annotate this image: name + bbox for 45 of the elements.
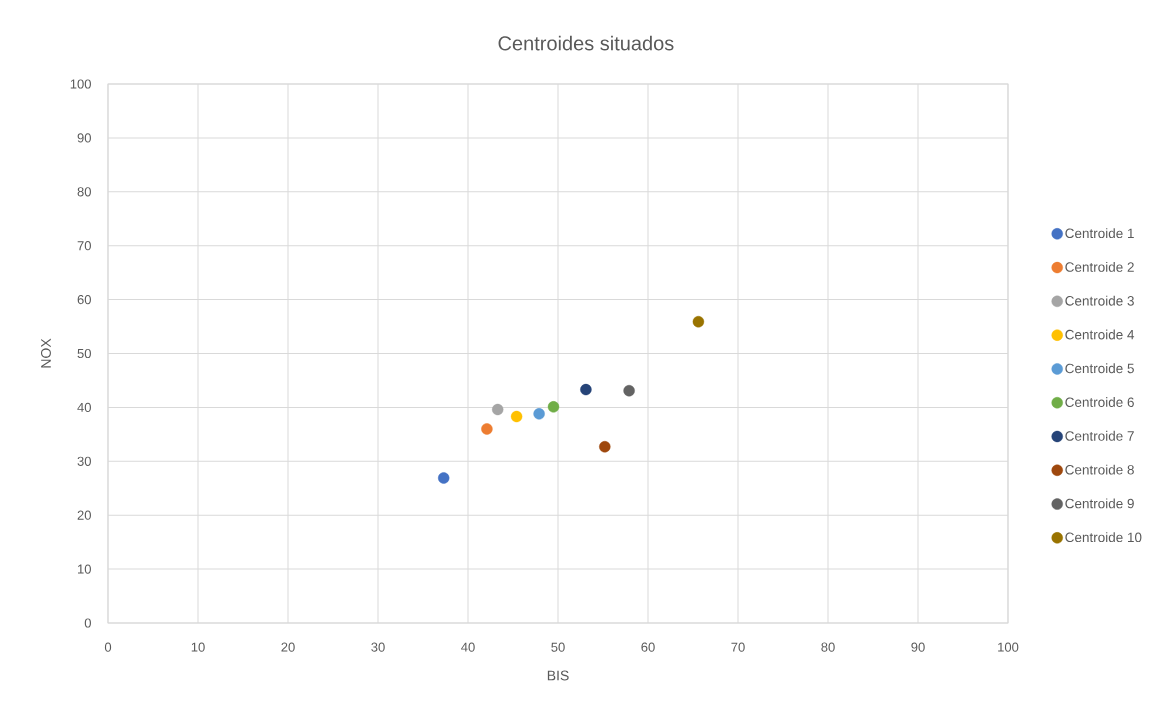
y-tick-label: 0	[84, 618, 91, 628]
point	[623, 384, 635, 397]
legend-label: Centroide 10	[1065, 532, 1142, 543]
legend-label: Centroide 7	[1065, 430, 1134, 441]
point	[580, 383, 592, 396]
x-tick-label: 40	[461, 642, 475, 652]
point	[692, 315, 705, 328]
x-tick-label: 80	[821, 642, 835, 652]
y-tick-label: 30	[77, 456, 91, 466]
legend-label: Centroide 8	[1065, 464, 1134, 475]
y-tick-label: 90	[77, 133, 91, 143]
point	[547, 401, 560, 413]
x-tick-label: 60	[641, 642, 655, 652]
y-tick-label: 50	[77, 348, 91, 359]
x-tick-label: 90	[911, 642, 925, 652]
x-tick-label: 10	[191, 642, 205, 652]
point	[492, 403, 504, 416]
legend-label: Centroide 2	[1065, 261, 1134, 272]
x-tick-label: 70	[731, 642, 745, 652]
legend-label: Centroide 6	[1065, 397, 1134, 407]
legend-label: Centroide 1	[1065, 228, 1134, 239]
y-tick-label: 80	[77, 187, 91, 197]
y-tick-label: 40	[77, 402, 91, 412]
point	[510, 410, 523, 423]
legend-label: Centroide 5	[1065, 363, 1134, 374]
point	[599, 441, 611, 453]
x-tick-label: 100	[998, 642, 1019, 652]
y-tick-label: 60	[77, 294, 91, 305]
legend-label: Centroide 9	[1065, 498, 1134, 509]
x-tick-label: 30	[371, 642, 385, 652]
x-axis-title: BIS	[547, 670, 569, 681]
legend-label: Centroide 3	[1065, 295, 1134, 306]
x-tick-label: 20	[281, 642, 295, 652]
y-tick-label: 10	[78, 564, 91, 574]
x-tick-label: 50	[551, 642, 565, 652]
y-tick-label: 100	[70, 79, 91, 89]
legend-label: Centroide 4	[1065, 329, 1135, 340]
x-tick-label: 0	[104, 642, 112, 652]
y-axis-title: NOX	[41, 338, 51, 368]
y-tick-label: 20	[77, 510, 91, 520]
y-tick-label: 70	[77, 241, 91, 251]
point	[533, 408, 545, 420]
chart-title: Centroides situados	[498, 35, 674, 51]
point	[481, 423, 493, 435]
point	[438, 472, 450, 484]
